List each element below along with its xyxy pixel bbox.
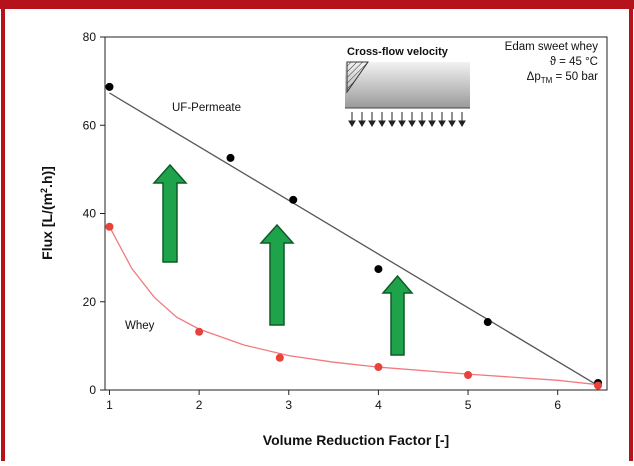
point [289, 196, 297, 204]
x-tick-label: 5 [465, 398, 472, 412]
series-label: Whey [125, 320, 155, 332]
point [276, 354, 284, 362]
chart: Cross-flow velocity Edam sweet whey ϑ = … [0, 0, 634, 461]
pressure-value: = 50 bar [552, 71, 598, 83]
x-tick-label: 2 [196, 398, 203, 412]
condition: Edam sweet whey [505, 41, 599, 53]
point [195, 328, 203, 336]
point [464, 371, 472, 379]
inset-title: Cross-flow velocity [347, 46, 449, 58]
y-tick-label: 80 [83, 30, 97, 44]
page: Cross-flow velocity Edam sweet whey ϑ = … [0, 0, 634, 466]
x-tick-label: 1 [106, 398, 113, 412]
point [374, 265, 382, 273]
condition: ϑ = 45 °C [550, 56, 598, 68]
x-axis-label: Volume Reduction Factor [-] [263, 432, 449, 448]
y-label-part: .h)] [39, 166, 55, 188]
point [594, 382, 602, 390]
x-tick-label: 6 [554, 398, 561, 412]
pressure-symbol: Δp [527, 71, 541, 83]
y-tick-label: 60 [83, 118, 97, 132]
point [227, 154, 235, 162]
point [105, 223, 113, 231]
point [484, 318, 492, 326]
series-label: UF-Permeate [172, 102, 241, 114]
pressure-condition: ΔpTM = 50 bar [527, 71, 599, 85]
y-tick-label: 20 [83, 295, 97, 309]
y-axis-label: Flux [L/(m2.h)] [39, 166, 55, 260]
top-band [0, 0, 634, 9]
point [105, 83, 113, 91]
pressure-subscript: TM [541, 76, 553, 85]
point [374, 363, 382, 371]
x-tick-label: 3 [285, 398, 292, 412]
y-tick-label: 40 [83, 207, 97, 221]
x-tick-label: 4 [375, 398, 382, 412]
y-tick-label: 0 [89, 383, 96, 397]
y-label-part: Flux [L/(m [39, 193, 55, 260]
